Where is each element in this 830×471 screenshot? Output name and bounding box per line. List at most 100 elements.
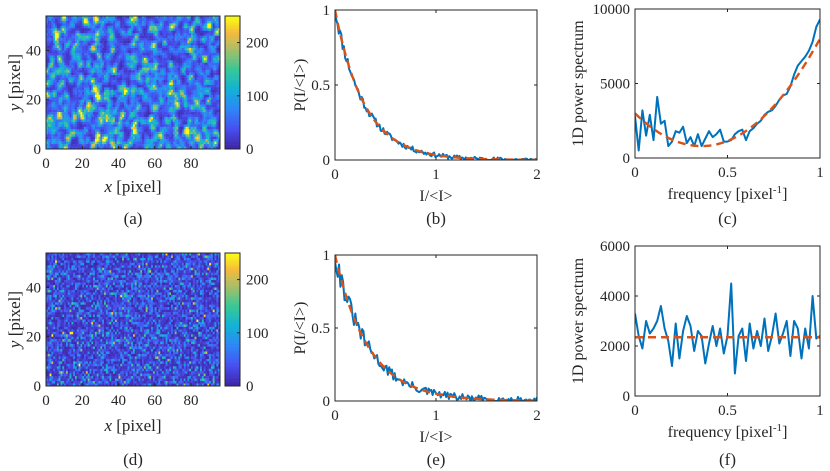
heatmap-cell xyxy=(60,99,63,103)
heatmap-cell xyxy=(46,77,49,81)
heatmap-cell xyxy=(171,45,174,49)
heatmap-cell xyxy=(65,89,68,93)
heatmap-cell xyxy=(169,99,172,103)
heatmap-cell xyxy=(89,70,92,73)
heatmap-cell xyxy=(201,23,204,27)
heatmap-cell xyxy=(47,136,50,140)
heatmap-cell xyxy=(189,82,192,86)
heatmap-cell xyxy=(134,35,137,39)
heatmap-cell xyxy=(203,25,206,29)
heatmap-cell xyxy=(116,18,119,22)
heatmap-cell xyxy=(165,48,168,51)
heatmap-cell xyxy=(85,121,88,125)
heatmap-cell xyxy=(51,43,54,46)
heatmap-cell xyxy=(134,48,137,51)
heatmap-cell xyxy=(120,94,123,98)
heatmap-cell xyxy=(174,67,177,71)
heatmap-cell xyxy=(152,25,155,29)
heatmap-cell xyxy=(73,57,76,61)
heatmap-cell xyxy=(64,84,67,88)
heatmap-cell xyxy=(151,75,154,78)
heatmap-cell xyxy=(180,114,183,118)
heatmap-cell xyxy=(64,23,67,27)
heatmap-cell xyxy=(123,23,126,27)
heatmap-cell xyxy=(118,38,121,41)
heatmap-cell xyxy=(151,104,154,108)
heatmap-cell xyxy=(82,126,85,130)
heatmap-cell xyxy=(75,23,78,27)
heatmap-cell xyxy=(158,55,161,59)
heatmap-cell xyxy=(47,33,50,36)
heatmap-cell xyxy=(76,121,79,125)
heatmap-cell xyxy=(118,80,121,83)
heatmap-cell xyxy=(162,28,165,32)
heatmap-cell xyxy=(165,23,168,27)
heatmap-cell xyxy=(194,124,197,128)
heatmap-cell xyxy=(174,124,177,128)
heatmap-cell xyxy=(67,89,70,93)
heatmap-cell xyxy=(102,112,105,115)
heatmap-cell xyxy=(58,121,61,125)
heatmap-cell xyxy=(84,20,87,24)
heatmap-cell xyxy=(62,89,65,93)
heatmap-cell xyxy=(55,33,58,36)
heatmap-cell xyxy=(185,80,188,83)
heatmap-cell xyxy=(111,48,114,51)
heatmap-cell xyxy=(56,109,59,113)
heatmap-cell xyxy=(75,92,78,96)
heatmap-cell xyxy=(152,124,155,128)
heatmap-cell xyxy=(85,48,88,51)
heatmap-cell xyxy=(93,43,96,46)
heatmap-cell xyxy=(142,114,145,118)
heatmap-cell xyxy=(138,116,141,120)
heatmap-cell xyxy=(118,141,121,145)
heatmap-cell xyxy=(158,89,161,93)
heatmap-cell xyxy=(116,67,119,71)
heatmap-cell xyxy=(123,116,126,120)
heatmap-cell xyxy=(96,136,99,140)
heatmap-cell xyxy=(51,119,54,123)
heatmap-cell xyxy=(134,119,137,123)
heatmap-cell xyxy=(100,121,103,125)
heatmap-cell xyxy=(149,67,152,71)
heatmap-cell xyxy=(183,18,186,22)
heatmap-cell xyxy=(62,112,65,115)
heatmap-cell xyxy=(194,129,197,133)
heatmap-cell xyxy=(140,104,143,108)
heatmap-cell xyxy=(131,20,134,24)
heatmap-cell xyxy=(84,55,87,59)
heatmap-cell xyxy=(62,52,65,56)
heatmap-cell xyxy=(82,134,85,137)
heatmap-cell xyxy=(104,94,107,98)
heatmap-cell xyxy=(73,124,76,128)
heatmap-cell xyxy=(93,126,96,130)
heatmap-cell xyxy=(176,75,179,78)
heatmap-cell xyxy=(78,116,81,120)
heatmap-cell xyxy=(133,77,136,81)
heatmap-cell xyxy=(163,33,166,36)
heatmap-cell xyxy=(67,65,70,68)
heatmap-cell xyxy=(171,25,174,29)
heatmap-cell xyxy=(53,57,56,61)
heatmap-cell xyxy=(111,124,114,128)
heatmap-cell xyxy=(82,109,85,113)
heatmap-cell xyxy=(176,33,179,36)
heatmap-cell xyxy=(67,35,70,39)
heatmap-cell xyxy=(212,62,215,66)
heatmap-cell xyxy=(107,70,110,73)
heatmap-cell xyxy=(58,89,61,93)
heatmap-cell xyxy=(71,62,74,66)
heatmap-cell xyxy=(65,92,68,96)
heatmap-cell xyxy=(67,97,70,100)
heatmap-cell xyxy=(96,52,99,56)
heatmap-cell xyxy=(122,28,125,32)
heatmap-cell xyxy=(218,30,221,34)
heatmap-cell xyxy=(111,28,114,32)
heatmap-cell xyxy=(85,65,88,68)
heatmap-cell xyxy=(80,70,83,73)
heatmap-cell xyxy=(152,80,155,83)
heatmap-cell xyxy=(140,25,143,29)
heatmap-cell xyxy=(178,82,181,86)
heatmap-cell xyxy=(167,20,170,24)
heatmap-cell xyxy=(73,121,76,125)
